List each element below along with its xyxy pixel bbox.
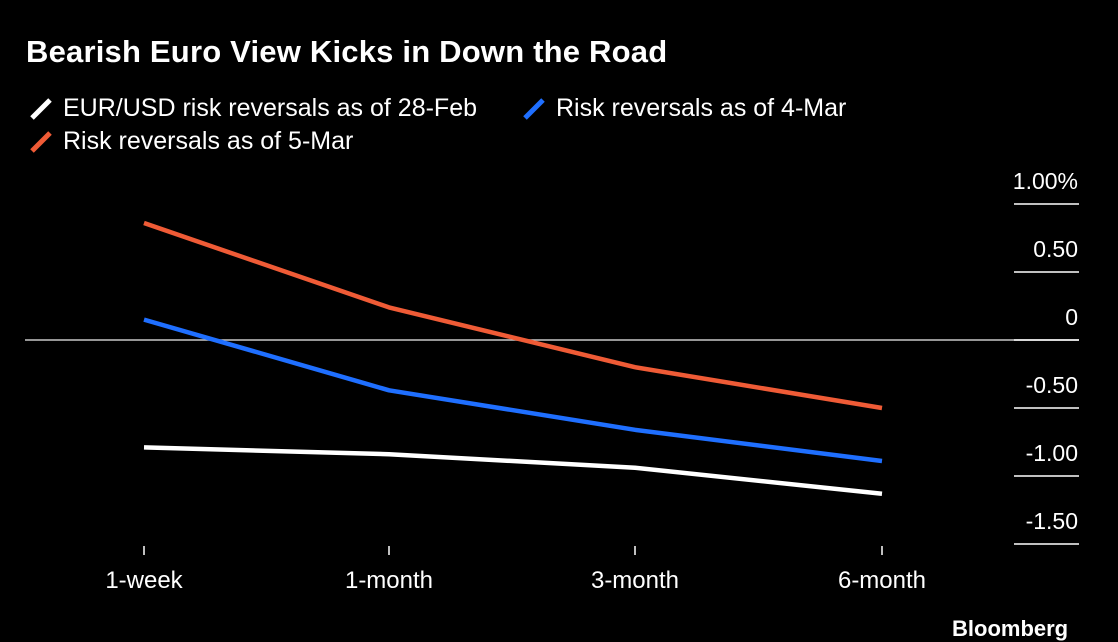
legend-label: Risk reversals as of 4-Mar xyxy=(556,94,847,122)
y-tick-label: -1.00 xyxy=(1026,440,1078,466)
x-tick-label: 3-month xyxy=(591,567,679,594)
source-label: Bloomberg xyxy=(952,616,1069,641)
y-tick-label: 0 xyxy=(1065,304,1078,330)
y-tick-label: 1.00% xyxy=(1013,168,1078,194)
legend-item-28-feb: EUR/USD risk reversals as of 28-Feb xyxy=(27,94,477,123)
series-line-2 xyxy=(143,220,883,411)
chart-title: Bearish Euro View Kicks in Down the Road xyxy=(26,34,668,69)
legend-label: EUR/USD risk reversals as of 28-Feb xyxy=(63,94,478,122)
x-tick-label: 1-month xyxy=(345,567,433,594)
series-line-1 xyxy=(143,317,883,464)
legend-item-5-mar: Risk reversals as of 5-Mar xyxy=(27,127,353,156)
legend-swatch-icon xyxy=(30,130,52,153)
legend-swatch-icon xyxy=(523,97,545,120)
line-chart: 1.00% 0.50 0 -0.50 -1.00 -1.50 1-week 1-month 3-… xyxy=(25,168,1079,594)
series-line-0 xyxy=(143,445,883,496)
y-tick-label: 0.50 xyxy=(1033,236,1078,262)
y-tick-label: -0.50 xyxy=(1026,372,1078,398)
legend-item-4-mar: Risk reversals as of 4-Mar xyxy=(520,94,846,123)
x-tick-label: 6-month xyxy=(838,567,926,594)
x-tick-label: 1-week xyxy=(105,567,183,594)
legend-swatch-icon xyxy=(30,97,52,120)
legend-label: Risk reversals as of 5-Mar xyxy=(63,127,354,155)
y-tick-label: -1.50 xyxy=(1026,508,1078,534)
